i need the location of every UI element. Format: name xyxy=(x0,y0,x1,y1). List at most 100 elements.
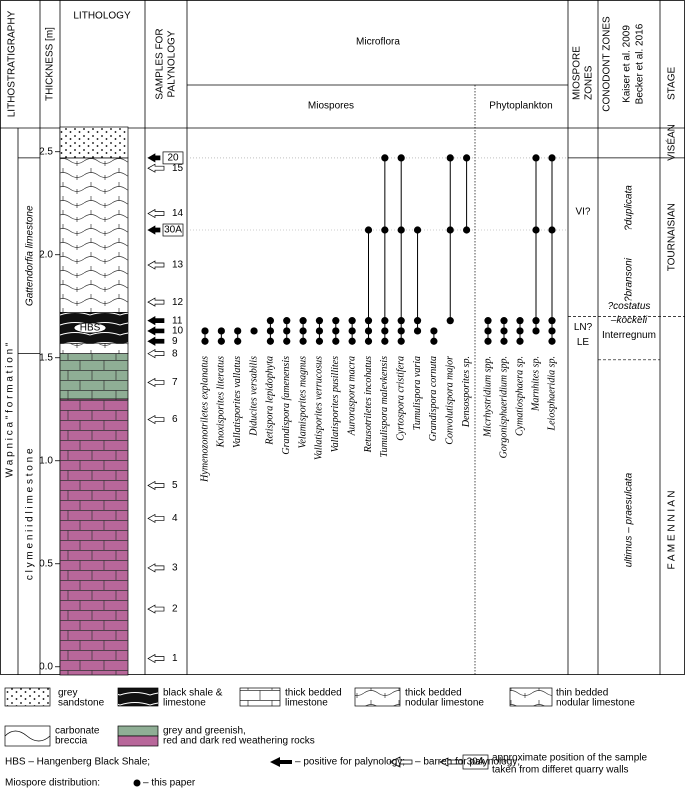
header-label: Miospores xyxy=(308,101,354,112)
header-label: MIOSPORE xyxy=(572,46,583,100)
lithology-pattern xyxy=(60,353,128,399)
occurrence-dot xyxy=(283,337,291,345)
taxon-name: Cymatiosphaera sp. xyxy=(514,356,525,436)
occurrence-dot xyxy=(332,317,340,325)
sample-box xyxy=(162,151,184,165)
positive-arrow xyxy=(147,326,165,336)
header-label: Microflora xyxy=(356,37,400,48)
occurrence-dot xyxy=(548,337,556,345)
header-label: ZONES xyxy=(584,65,595,100)
taxon-name: Vallatisporites pusillites xyxy=(330,356,341,453)
legend-label: grey and greenish, xyxy=(163,726,246,737)
occurrence-dot xyxy=(364,317,373,325)
miospore-zone: LE xyxy=(577,337,590,348)
occurrence-dot xyxy=(532,317,540,325)
legend-label: thin bedded xyxy=(556,688,608,699)
barren-arrow xyxy=(147,604,165,614)
unit-name: W a p n i c a " f o r m a t i o n " xyxy=(5,342,16,477)
legend-label: red and dark red weathering rocks xyxy=(163,736,315,747)
legend xyxy=(4,687,553,787)
occurrence-dot xyxy=(516,317,524,325)
occurrence-dot xyxy=(348,327,356,335)
occurrence-dot xyxy=(548,327,556,335)
occurrence-dot xyxy=(364,327,373,335)
taxon-name: Velamisporites magnus xyxy=(297,356,308,449)
taxon-name: Convolutispora major xyxy=(445,356,456,445)
positive-arrow xyxy=(147,225,161,235)
occurrence-dot xyxy=(430,327,438,335)
stage-name: VISÉAN xyxy=(665,124,678,161)
stage-name: TOURNAISIAN xyxy=(667,203,678,271)
barren-arrow xyxy=(147,377,165,388)
taxon-name: Densosporites sp. xyxy=(461,356,472,428)
occurrence-dot xyxy=(397,337,405,345)
legend-label: black shale & xyxy=(163,688,223,699)
legend-label: taken from differet quarry walls xyxy=(492,765,629,776)
header-label: SAMPLES FOR xyxy=(155,28,166,99)
miospore-zone: LN? xyxy=(574,322,593,333)
occurrence-dot xyxy=(364,337,373,345)
occurrence-dot xyxy=(217,337,225,345)
header-label: LITHOLOGY xyxy=(73,11,131,22)
hbs-lens xyxy=(73,322,107,334)
occurrence-dot xyxy=(381,317,389,325)
occurrence-dot xyxy=(299,327,307,335)
legend-label: – barren for palynology; xyxy=(415,757,520,768)
occurrence-dot xyxy=(413,327,422,335)
barren-arrow xyxy=(147,414,165,425)
positive-arrow xyxy=(147,336,165,346)
occurrence-dot xyxy=(299,317,307,325)
occurrence-dot xyxy=(299,337,307,345)
taxon-name: Retusotriletes incohatus xyxy=(363,356,374,453)
sample-label: 20 xyxy=(167,153,179,164)
taxon-name: Micrhystridium spp. xyxy=(482,356,493,438)
taxon-name: Marnhites sp. xyxy=(530,356,541,412)
occurrence-dot xyxy=(532,154,540,162)
legend-label: thick bedded xyxy=(285,688,342,699)
sample-label: 8 xyxy=(172,348,178,359)
occurrence-dot xyxy=(332,337,340,345)
sample-label: 12 xyxy=(172,297,184,308)
occurrence-dot xyxy=(532,226,540,234)
unit-name: Gattendorfia limestone xyxy=(25,205,36,306)
sample-label: 15 xyxy=(172,163,184,174)
header-label: Becker et al. 2016 xyxy=(635,23,646,104)
occurrence-dot xyxy=(234,327,242,335)
occurrence-dot xyxy=(397,226,405,234)
legend-label: nodular limestone xyxy=(405,698,484,709)
occurrence-dot xyxy=(266,317,274,325)
positive-arrow xyxy=(147,153,161,163)
occurrence-dot xyxy=(484,337,492,345)
taxon-name: Retispora lepidophyta xyxy=(265,356,276,446)
occurrence-dot xyxy=(430,337,438,345)
occurrence-dot xyxy=(413,226,422,234)
tick-label: 1.5 xyxy=(39,352,53,363)
occurrence-dot xyxy=(446,226,454,234)
lithology-pattern xyxy=(60,127,128,158)
miospore-zone: VI? xyxy=(575,207,590,218)
unit-name: c l y m e n i i d l i m e s t o n e xyxy=(25,448,36,580)
legend-label: – positive for palynology; xyxy=(295,757,405,768)
header-label: PALYNOLOGY xyxy=(167,30,178,97)
header-label: CONODONT ZONES xyxy=(602,16,613,112)
occurrence-dot xyxy=(413,317,422,325)
occurrence-dot xyxy=(332,327,340,335)
occurrence-dot xyxy=(315,317,324,325)
occurrence-dot xyxy=(381,337,389,345)
occurrence-dot xyxy=(532,327,540,335)
legend-label: thick bedded xyxy=(405,688,462,699)
taxon-name: Knoxisporites literatus xyxy=(216,356,227,449)
sample-label: 1 xyxy=(172,653,178,664)
conodont-zone: Interregnum xyxy=(602,330,656,341)
positive-arrow xyxy=(147,316,165,326)
conodont-zone: ultimus – praesulcata xyxy=(624,472,635,567)
barren-arrow xyxy=(147,297,165,307)
occurrence-dot xyxy=(397,317,405,325)
sample-label: 2 xyxy=(172,604,178,615)
sample-label: 14 xyxy=(172,208,184,219)
conodont-zone: ?bransoni xyxy=(624,257,635,302)
occurrence-dot xyxy=(283,317,291,325)
hbs-label: HBS xyxy=(80,323,101,334)
sample-label: 10 xyxy=(172,326,184,337)
occurrence-dot xyxy=(463,226,471,234)
